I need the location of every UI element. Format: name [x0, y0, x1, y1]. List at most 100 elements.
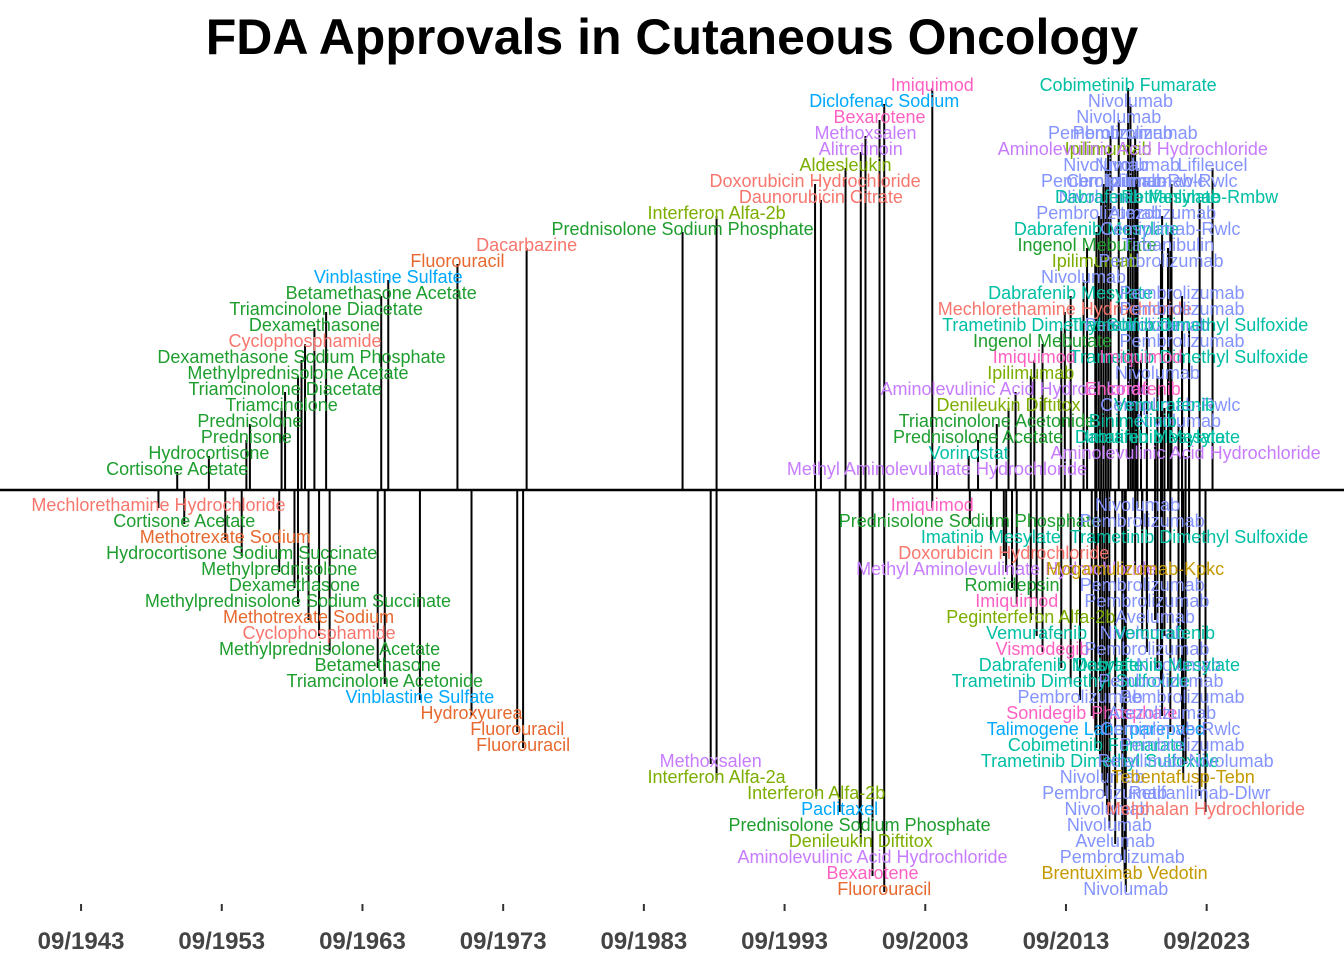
event-label: Cemiplimab-Rwlc — [1100, 395, 1240, 415]
event-label: Bexarotene — [834, 107, 926, 127]
event-label: Vemurafenib — [1114, 395, 1215, 415]
event-label: Fluorouracil — [837, 879, 931, 899]
event-label: Pembrolizumab — [1120, 735, 1245, 755]
event-label: Avelumab — [1115, 607, 1195, 627]
event-label: Dabrafenib Mesylate — [1075, 655, 1240, 675]
event-label: Nivolumab — [1041, 267, 1126, 287]
event-label: Methylprednisolone Acetate — [219, 639, 440, 659]
event-label: Ingenol Mebutate — [973, 331, 1112, 351]
event-label: Fluorouracil — [410, 251, 504, 271]
event-label: Denileukin Diftitox — [936, 395, 1080, 415]
event-label: Triamcinolone — [225, 395, 337, 415]
x-tick-label: 09/1993 — [741, 928, 828, 955]
event-label: Methylprednisolone Acetate — [187, 363, 408, 383]
event-label: Nivolumab — [1083, 879, 1168, 899]
event-label: Imatinib Mesylate — [921, 527, 1061, 547]
x-tick-label: 09/1943 — [38, 928, 125, 955]
event-label: Brentuximab Vedotin — [1042, 863, 1208, 883]
event-label: Trametinib Dimethyl Sulfoxide — [1070, 315, 1308, 335]
event-label: Trametinib Dimethyl Sulfoxide — [981, 751, 1219, 771]
event-label: Mechlorethamine Hydrochloride — [31, 495, 285, 515]
event-label: Trametinib Dimethyl Sulfoxide — [942, 315, 1180, 335]
event-label: Daunorubicin Citrate — [739, 187, 903, 207]
event-label: Nivolumab — [1067, 815, 1152, 835]
event-label: Retifanlimab-Dlwr — [1129, 783, 1271, 803]
event-label: Diclofenac Sodium — [809, 91, 959, 111]
event-label: Pembrolizumab — [1120, 331, 1245, 351]
event-label: Vorinostat — [929, 443, 1009, 463]
event-label: Methotrexate Sodium — [140, 527, 311, 547]
event-label: Pembrolizumab — [1084, 639, 1209, 659]
event-label: Prednisolone Sodium Phosphate — [729, 815, 991, 835]
event-label: Dexamethasone Sodium Phosphate — [157, 347, 445, 367]
event-label: Nivolumab — [1064, 799, 1149, 819]
event-label: Peginterferon Alfa-2b — [946, 607, 1115, 627]
event-label: Methylprednisolone — [201, 559, 357, 579]
event-label: Prednisolone Sodium Phosphate — [839, 511, 1101, 531]
event-label: Pembrolizumab — [1120, 299, 1245, 319]
event-label: Ipilimumab — [1052, 251, 1139, 271]
event-label: Mogamulizumab-Kpkc — [1046, 559, 1224, 579]
event-label: Methoxsalen — [660, 751, 762, 771]
event-label: Triamcinolone Diacetate — [188, 379, 381, 399]
event-label: Prednisolone Acetate — [893, 427, 1063, 447]
event-label: Methyl Aminolevulinate Hydrochloride — [787, 459, 1087, 479]
event-label: Triamcinolone Acetonide — [287, 671, 483, 691]
event-label: Betamethasone — [315, 655, 441, 675]
event-label: Avelumab — [1075, 831, 1155, 851]
event-label: Dabrafenib Mesylate — [1014, 219, 1179, 239]
event-label: Methylprednisolone Sodium Succinate — [145, 591, 451, 611]
event-label: Dexamethasone — [229, 575, 360, 595]
event-label: Imatinib Mesylate — [1085, 427, 1225, 447]
event-label: Mechlorethamine Hydrochloride — [938, 299, 1192, 319]
event-label: Vinblastine Sulfate — [346, 687, 495, 707]
event-label: Cyclophosphamide — [228, 331, 381, 351]
event-label: Pembrolizumab — [1084, 591, 1209, 611]
event-label: Prednisone — [201, 427, 292, 447]
event-label: Pembrolizumab — [1080, 511, 1205, 531]
event-label: Pembrolizumab — [1036, 203, 1161, 223]
event-label: Dexamethasone — [249, 315, 380, 335]
event-label: Ipilimumab-Rwlc — [1105, 171, 1237, 191]
event-label: Relatlimab-Nivolumab — [1098, 751, 1274, 771]
event-label: Prednisolone — [197, 411, 302, 431]
event-label: Pembrolizumab — [1041, 171, 1166, 191]
event-label: Ingenol Mebutate — [1018, 235, 1157, 255]
event-label: Talimogene Laherparepvec — [987, 719, 1204, 739]
event-label: Retifanlimab-Rmbw — [1121, 187, 1279, 207]
x-tick-label: 09/1963 — [319, 928, 406, 955]
event-label: Paclitaxel — [801, 799, 878, 819]
event-label: Methoxsalen — [814, 123, 916, 143]
event-label: Pembrolizumab — [1042, 783, 1167, 803]
event-label: Prednisolone Sodium Phosphate — [551, 219, 813, 239]
event-label: Nivolumab — [1100, 623, 1185, 643]
event-label: Pembrolizumab — [1098, 251, 1223, 271]
x-tick-label: 09/1953 — [178, 928, 265, 955]
event-label: Triamcinolone Acetonide — [899, 411, 1095, 431]
event-label: Aminolevulinic Acid Hydrochloride — [737, 847, 1007, 867]
x-tick-label: 09/2013 — [1023, 928, 1110, 955]
event-label: Interferon Alfa-2b — [747, 783, 885, 803]
event-label: Interferon Alfa-2a — [648, 767, 787, 787]
event-label: Dabrafenib Mesylate — [1075, 427, 1240, 447]
event-label: Nivolumab — [1063, 155, 1148, 175]
chart-title: FDA Approvals in Cutaneous Oncology — [205, 9, 1139, 65]
event-label: Cemiplimab-Rwlc — [1100, 219, 1240, 239]
event-label: Cobimetinib Fumarate — [1008, 735, 1185, 755]
event-label: Imiquimod — [1099, 347, 1182, 367]
event-label: Vemurafenib — [1114, 623, 1215, 643]
event-label: Nivolumab — [1115, 363, 1200, 383]
event-label: Aminolevulinic Acid Hydrochloride — [880, 379, 1150, 399]
event-label: Denileukin Diftitox — [789, 831, 933, 851]
event-label: Ipilimumab — [1065, 139, 1152, 159]
event-label: Cortisone Acetate — [106, 459, 248, 479]
event-label: Nivolumab — [1095, 495, 1180, 515]
event-label: Cortisone Acetate — [113, 511, 255, 531]
event-label: Nivolumab — [1088, 91, 1173, 111]
event-label: Hydrocortisone Sodium Succinate — [106, 543, 377, 563]
event-label: Nivolumab — [1136, 411, 1221, 431]
stem-layer — [157, 88, 1214, 892]
event-label: Dabrafenib Mesylate — [979, 655, 1144, 675]
